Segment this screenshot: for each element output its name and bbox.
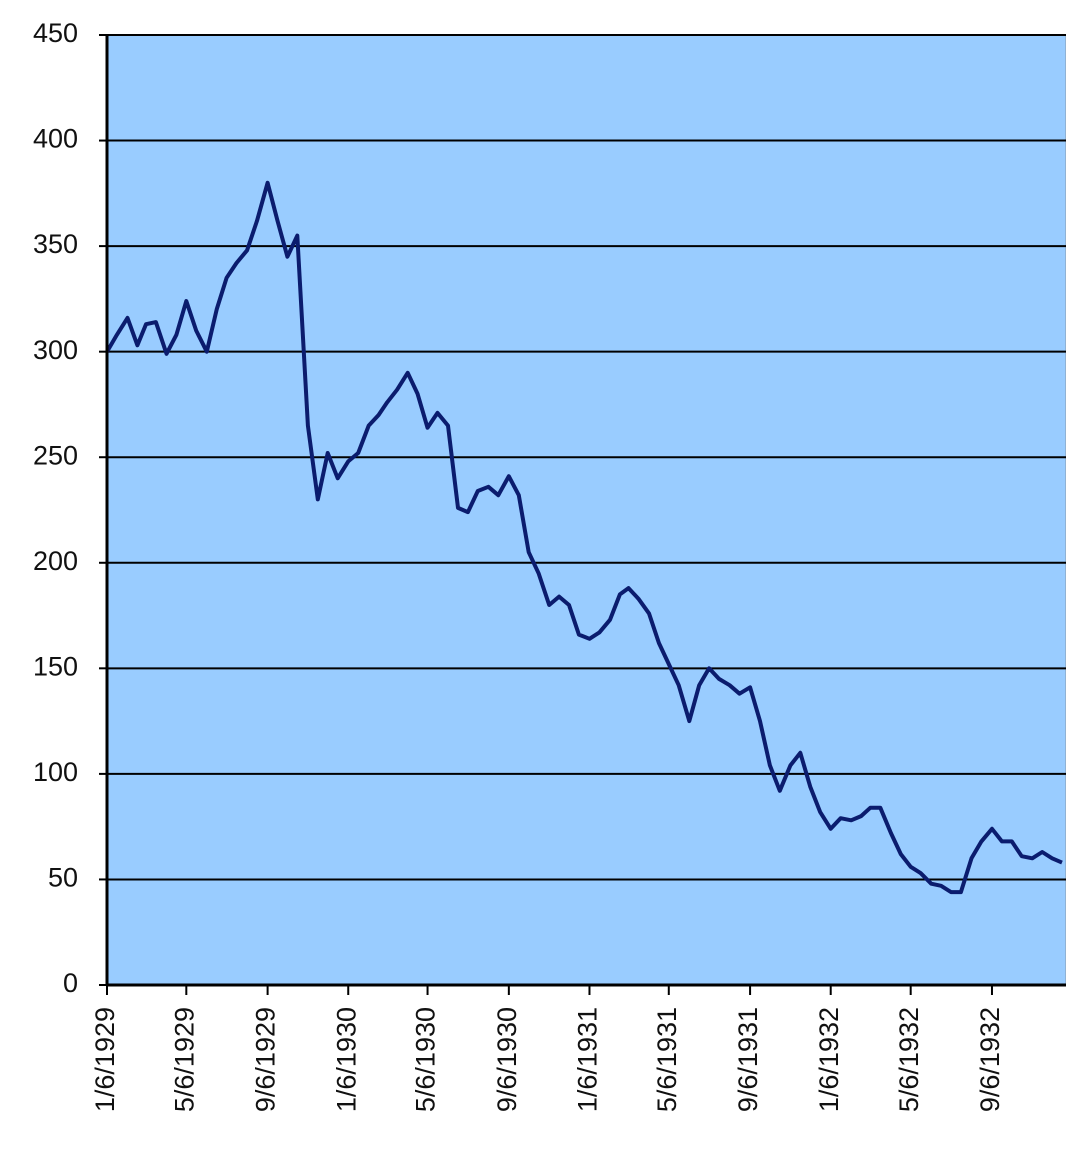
y-tick-label: 100 xyxy=(33,757,78,787)
x-tick-label: 5/6/1931 xyxy=(652,1007,682,1112)
x-tick-label: 9/6/1932 xyxy=(975,1007,1005,1112)
y-tick-label: 450 xyxy=(33,18,78,48)
plot-area xyxy=(106,34,1066,986)
x-tick-label: 5/6/1930 xyxy=(411,1007,441,1112)
x-tick-label: 9/6/1931 xyxy=(733,1007,763,1112)
x-tick-label: 9/6/1930 xyxy=(492,1007,522,1112)
y-tick-label: 300 xyxy=(33,335,78,365)
data-line xyxy=(105,180,1063,895)
x-tick-label: 1/6/1931 xyxy=(573,1007,603,1112)
x-tick-label: 5/6/1929 xyxy=(169,1007,199,1112)
x-tick-label: 1/6/1929 xyxy=(90,1007,120,1112)
x-tick-label: 9/6/1929 xyxy=(251,1007,281,1112)
y-tick-label: 0 xyxy=(63,968,78,998)
y-tick-label: 250 xyxy=(33,440,78,470)
x-tick-label: 1/6/1932 xyxy=(814,1007,844,1112)
x-tick-label: 1/6/1930 xyxy=(331,1007,361,1112)
x-tick-label: 5/6/1932 xyxy=(894,1007,924,1112)
y-tick-label: 400 xyxy=(33,124,78,154)
y-tick-label: 200 xyxy=(33,546,78,576)
y-tick-label: 350 xyxy=(33,229,78,259)
y-tick-label: 150 xyxy=(33,651,78,681)
y-tick-label: 50 xyxy=(48,863,78,893)
